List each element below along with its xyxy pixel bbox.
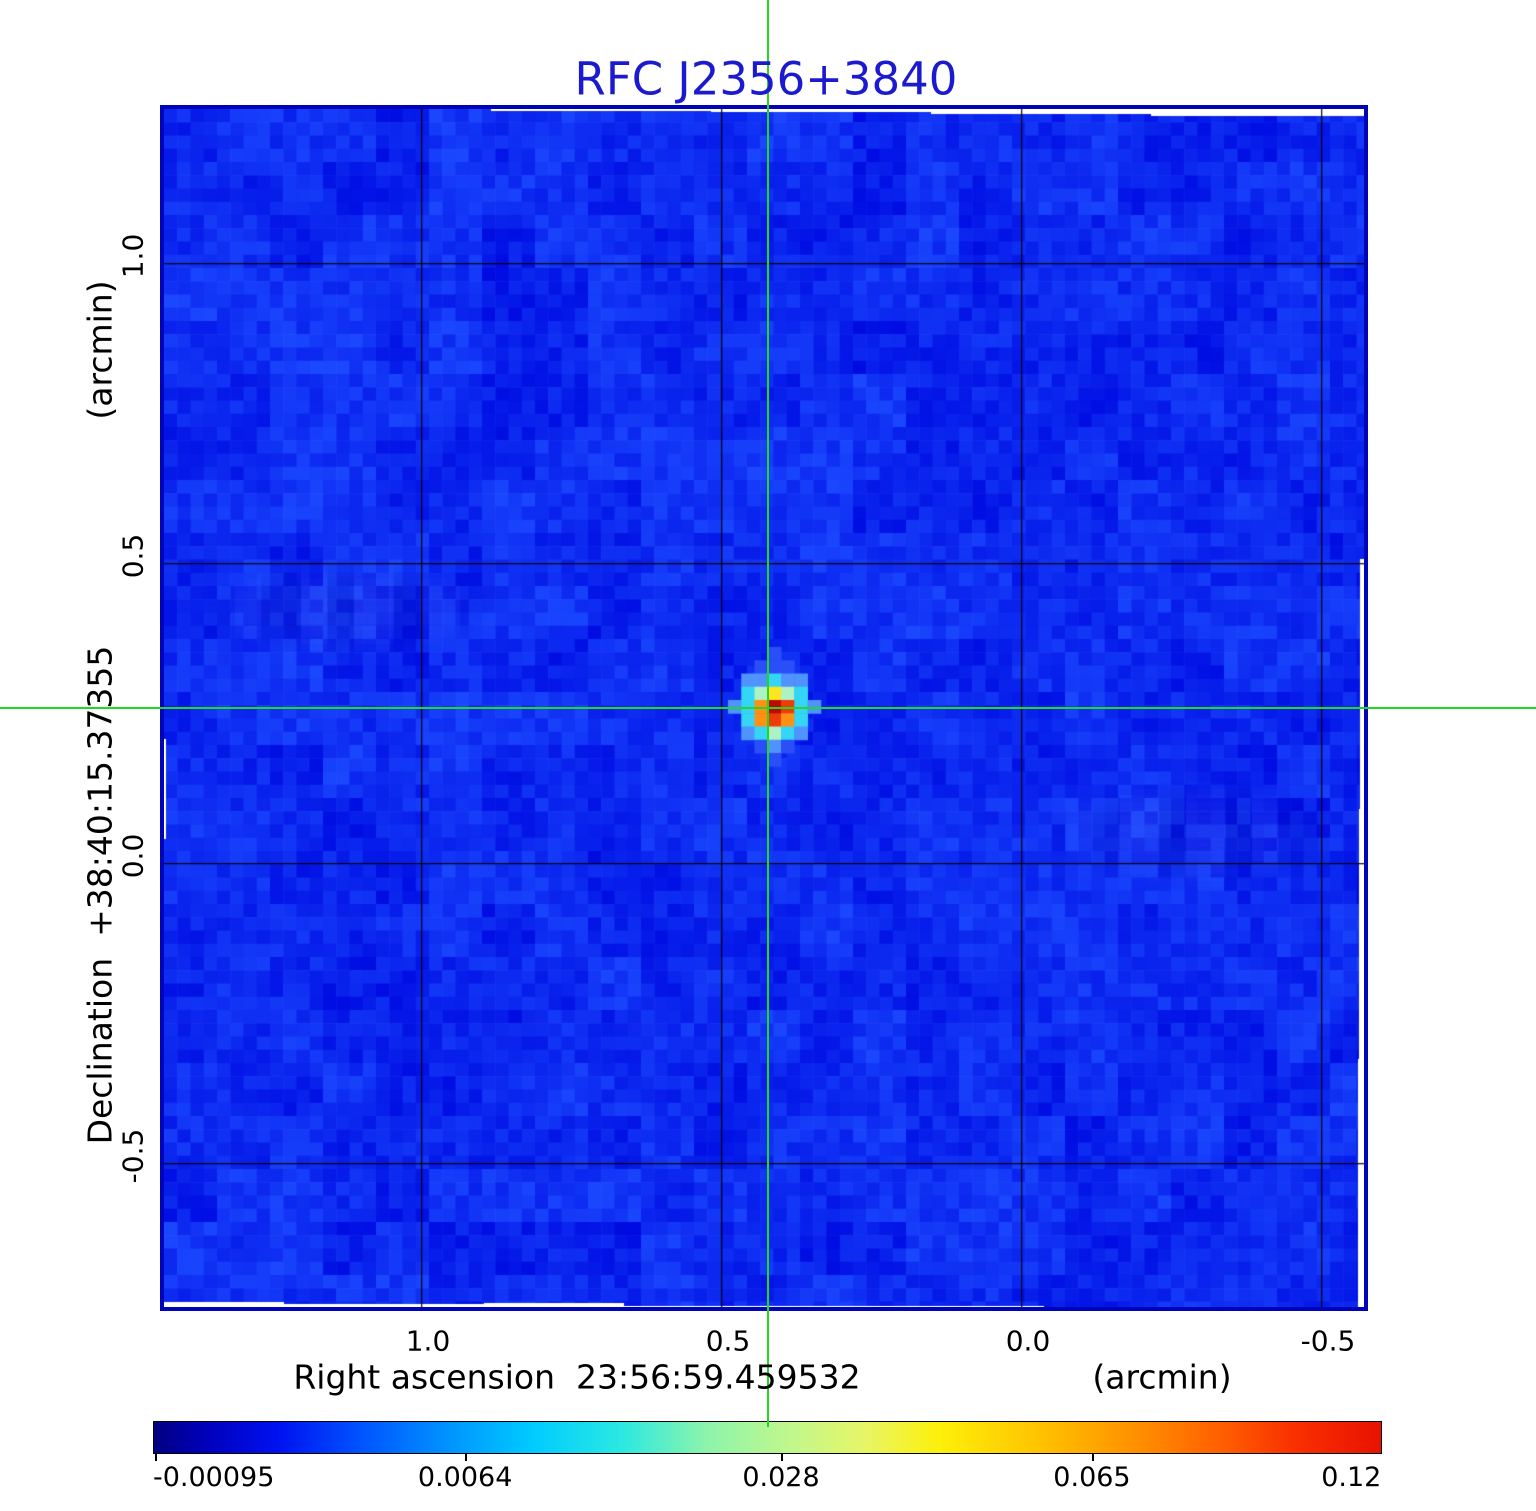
y-tick-label: 0.0 [116, 833, 150, 879]
y-tick-label: 0.5 [116, 533, 150, 579]
colorbar-tick [155, 1453, 158, 1461]
colorbar-gradient [154, 1422, 1381, 1453]
colorbar-tick-label: -0.00095 [153, 1462, 275, 1493]
colorbar-tick-label: 0.0064 [417, 1462, 513, 1493]
colorbar-tick-label: 0.028 [742, 1462, 820, 1493]
x-tick-label: 0.5 [705, 1324, 751, 1358]
crosshair-vertical-line [767, 0, 769, 1427]
y-axis-label: Declination +38:40:15.37355 [80, 645, 120, 1145]
x-axis-label: Right ascension 23:56:59.459532 [293, 1357, 861, 1397]
y-tick-label: -0.5 [116, 1128, 150, 1184]
plot-title: RFC J2356+3840 [574, 52, 958, 106]
x-tick-label: 0.0 [1005, 1324, 1051, 1358]
x-tick-label: 1.0 [405, 1324, 451, 1358]
colorbar-tick [781, 1453, 784, 1461]
x-axis-unit-label: (arcmin) [1092, 1357, 1232, 1397]
x-tick-label: -0.5 [1300, 1324, 1356, 1358]
y-axis-unit-label: (arcmin) [80, 280, 120, 420]
colorbar-tick-label: 0.065 [1053, 1462, 1131, 1493]
crosshair-horizontal-line [0, 707, 1536, 709]
colorbar-tick [1091, 1453, 1094, 1461]
colorbar-tick [465, 1453, 468, 1461]
colorbar-tick-label: 0.12 [1321, 1462, 1382, 1493]
y-tick-label: 1.0 [116, 233, 150, 279]
